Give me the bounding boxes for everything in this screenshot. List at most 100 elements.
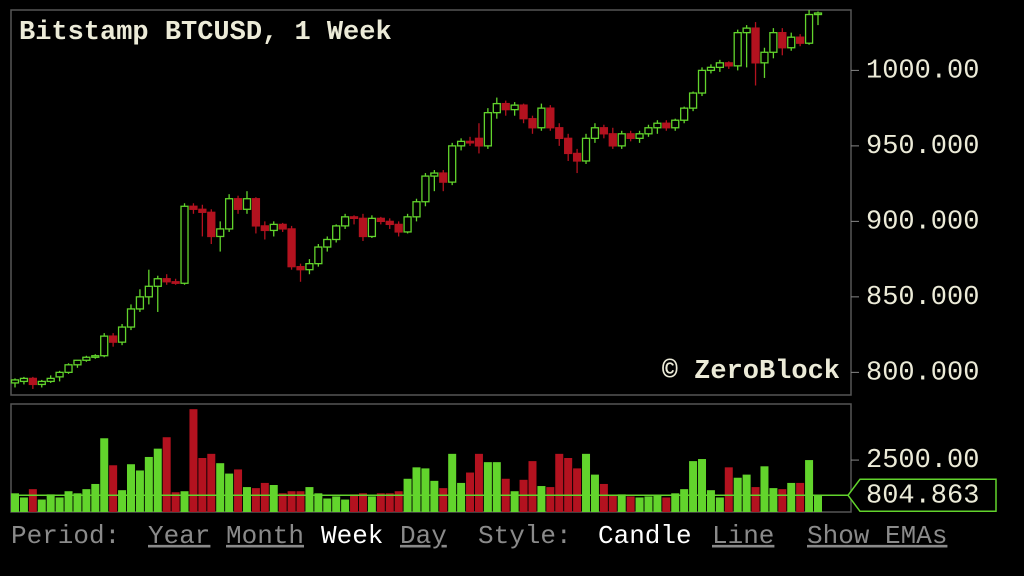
candle-body <box>376 217 385 223</box>
volume-bar <box>644 496 653 512</box>
candle-body <box>430 172 439 177</box>
volume-bar <box>483 462 492 512</box>
volume-bar <box>314 493 323 512</box>
candle-body <box>224 198 234 230</box>
ema-toggle[interactable]: Show EMAs <box>807 521 947 551</box>
candle-body <box>403 216 412 233</box>
candle-body <box>778 31 787 49</box>
candle-body <box>82 356 91 361</box>
candle-body <box>599 127 609 135</box>
candle-body <box>608 133 617 147</box>
candle-body <box>260 225 269 232</box>
volume-bar <box>260 482 269 512</box>
candle-body <box>269 223 278 232</box>
candle-body <box>537 107 546 129</box>
watermark: © ZeroBlock <box>662 357 840 387</box>
volume-bar <box>46 494 55 512</box>
volume-bar <box>216 463 225 512</box>
candle-body <box>216 228 225 238</box>
volume-bar <box>162 437 171 512</box>
candle-body <box>617 133 626 147</box>
candle-body <box>644 127 653 135</box>
plot: 800.000 850.000 900.000 950.000 1000.00 2500.… <box>10 10 997 513</box>
period-link[interactable]: Year <box>148 521 210 551</box>
candle-body <box>688 92 698 109</box>
candle-body <box>813 12 823 16</box>
candle-body <box>742 27 751 34</box>
candle-body <box>305 262 314 271</box>
candle-body <box>358 217 368 238</box>
volume-bar <box>153 448 162 512</box>
candle-body <box>787 36 796 49</box>
y-tick-label: 900.000 <box>866 207 979 237</box>
y-tick-label: 850.000 <box>866 283 979 313</box>
volume-bar <box>305 487 314 512</box>
volume-bar <box>189 409 198 512</box>
candle-body <box>135 296 145 310</box>
candle-body <box>653 122 662 129</box>
volume-bar <box>474 453 483 512</box>
candle-body <box>73 359 82 366</box>
candle-body <box>55 371 64 378</box>
current-volume-label: 804.863 <box>866 481 979 511</box>
volume-bar <box>608 495 617 512</box>
candle-body <box>439 172 448 183</box>
volume-bar <box>135 470 144 512</box>
candle-body <box>421 175 430 203</box>
candle-body <box>706 66 716 72</box>
candle-body <box>474 137 484 147</box>
candle-body <box>546 107 555 129</box>
candle-body <box>340 216 350 227</box>
candle-body <box>28 377 37 386</box>
volume-bar <box>28 489 37 512</box>
candle-body <box>724 62 733 67</box>
volume-bar <box>599 483 608 512</box>
candle-body <box>510 104 519 111</box>
volume-bar <box>715 497 724 512</box>
price-panel <box>10 9 852 396</box>
style-label: Style: <box>478 521 572 551</box>
volume-bar <box>171 492 180 512</box>
volume-bar <box>742 474 751 512</box>
volume-bar <box>805 460 814 512</box>
candle-body <box>189 205 198 210</box>
current-volume-box <box>847 478 997 513</box>
volume-bar <box>492 462 501 512</box>
candle-body <box>367 217 377 238</box>
candle-body <box>144 285 153 298</box>
y-tick-label: 950.000 <box>866 132 979 162</box>
volume-bar <box>91 483 100 512</box>
period-link[interactable]: Day <box>400 521 447 551</box>
volume-bar <box>564 458 573 512</box>
volume-bar <box>662 497 671 512</box>
volume-bar <box>528 461 537 512</box>
volume-bar <box>573 468 582 512</box>
candle-body <box>733 31 742 67</box>
candle-body <box>697 69 707 94</box>
volume-bar <box>626 496 635 512</box>
volume-bar <box>332 496 341 512</box>
volume-bar <box>814 495 822 512</box>
volume-bar <box>37 499 46 512</box>
period-link[interactable]: Month <box>226 521 304 551</box>
volume-bar <box>430 480 439 512</box>
volume-bar <box>457 482 466 512</box>
candle-body <box>412 201 421 218</box>
candle-body <box>278 223 287 230</box>
volume-bar <box>198 458 207 512</box>
candle-body <box>456 140 466 147</box>
candle-body <box>296 266 305 271</box>
volume-bar <box>421 468 430 512</box>
style-active[interactable]: Candle <box>598 521 692 551</box>
candle-body <box>37 380 46 386</box>
y-tick-label: 2500.00 <box>866 446 979 476</box>
period-active[interactable]: Week <box>321 521 383 551</box>
candle-body <box>528 118 537 129</box>
style-link[interactable]: Line <box>712 521 774 551</box>
volume-bar <box>82 489 91 512</box>
candle-body <box>91 355 100 358</box>
volume-bar <box>537 486 546 512</box>
candle-body <box>501 102 510 111</box>
candle-body <box>171 281 180 284</box>
volume-bar <box>144 456 153 512</box>
